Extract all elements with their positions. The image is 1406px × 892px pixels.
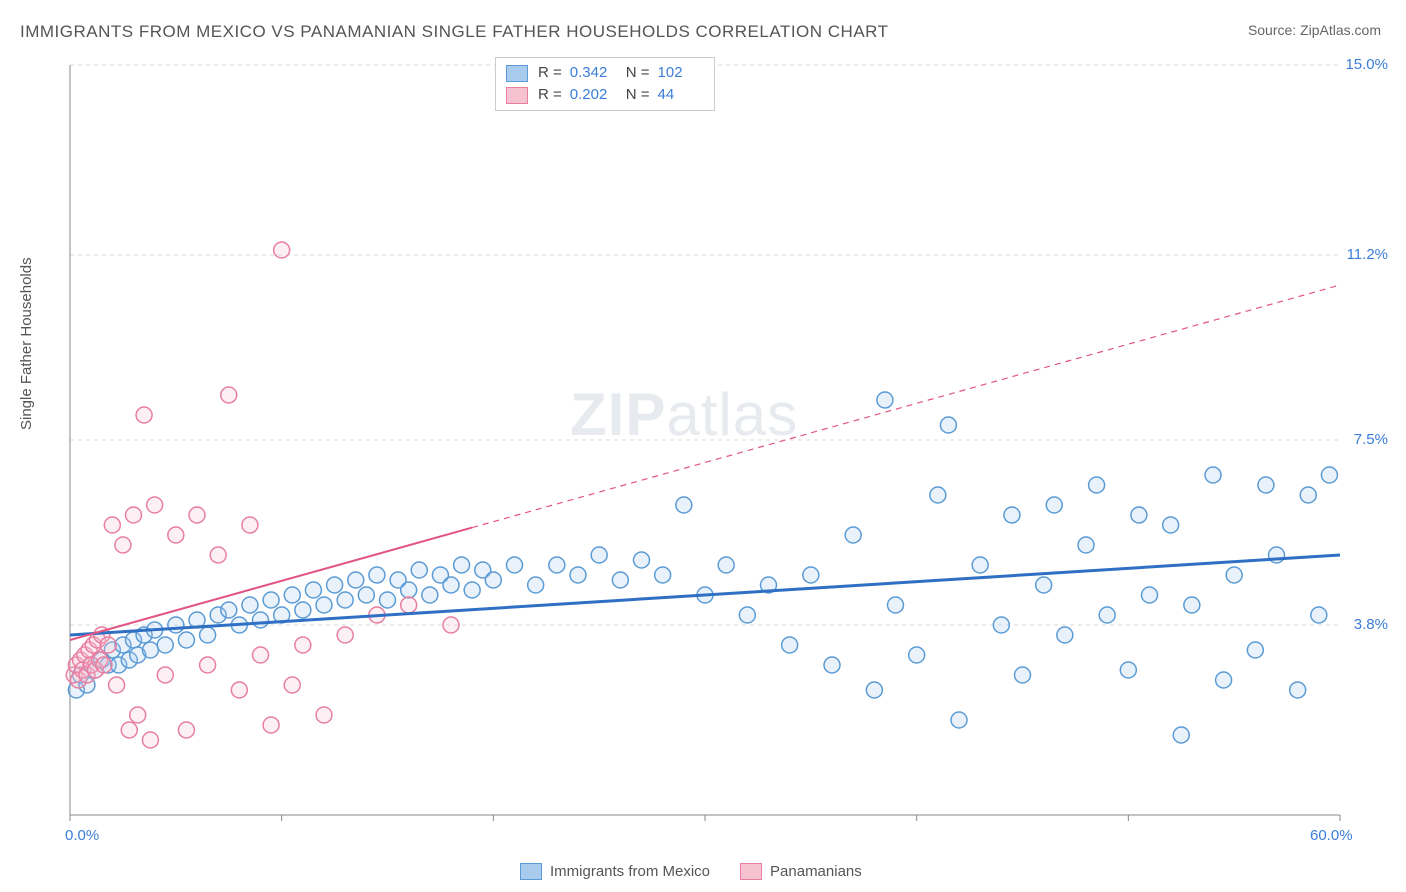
- legend-swatch-panamanians: [740, 863, 762, 880]
- legend-item-panamanians: Panamanians: [740, 863, 862, 880]
- n-label: N =: [626, 84, 650, 106]
- n-value-mexico: 102: [658, 62, 704, 84]
- x-axis-min-label: 0.0%: [65, 827, 99, 844]
- y-tick-label: 3.8%: [1354, 616, 1388, 633]
- source-attribution: Source: ZipAtlas.com: [1248, 22, 1381, 38]
- stats-legend-row: R = 0.202 N = 44: [506, 84, 704, 106]
- legend-swatch-mexico: [506, 65, 528, 82]
- legend-label-mexico: Immigrants from Mexico: [550, 863, 710, 880]
- x-axis-max-label: 60.0%: [1310, 827, 1353, 844]
- source-label: Source:: [1248, 22, 1296, 38]
- stats-legend: R = 0.342 N = 102 R = 0.202 N = 44: [495, 57, 715, 111]
- series-legend: Immigrants from Mexico Panamanians: [520, 863, 862, 880]
- r-value-mexico: 0.342: [570, 62, 616, 84]
- scatter-chart: [60, 55, 1360, 845]
- source-link[interactable]: ZipAtlas.com: [1300, 22, 1381, 38]
- legend-swatch-mexico: [520, 863, 542, 880]
- r-value-panamanians: 0.202: [570, 84, 616, 106]
- stats-legend-row: R = 0.342 N = 102: [506, 62, 704, 84]
- legend-swatch-panamanians: [506, 87, 528, 104]
- y-axis-label: Single Father Households: [18, 257, 35, 430]
- legend-label-panamanians: Panamanians: [770, 863, 862, 880]
- r-label: R =: [538, 62, 562, 84]
- chart-area: [60, 55, 1360, 845]
- n-label: N =: [626, 62, 650, 84]
- y-tick-label: 11.2%: [1347, 246, 1388, 263]
- r-label: R =: [538, 84, 562, 106]
- y-tick-label: 15.0%: [1345, 56, 1388, 73]
- chart-title: IMMIGRANTS FROM MEXICO VS PANAMANIAN SIN…: [20, 22, 889, 42]
- n-value-panamanians: 44: [658, 84, 704, 106]
- y-tick-label: 7.5%: [1354, 431, 1388, 448]
- legend-item-mexico: Immigrants from Mexico: [520, 863, 710, 880]
